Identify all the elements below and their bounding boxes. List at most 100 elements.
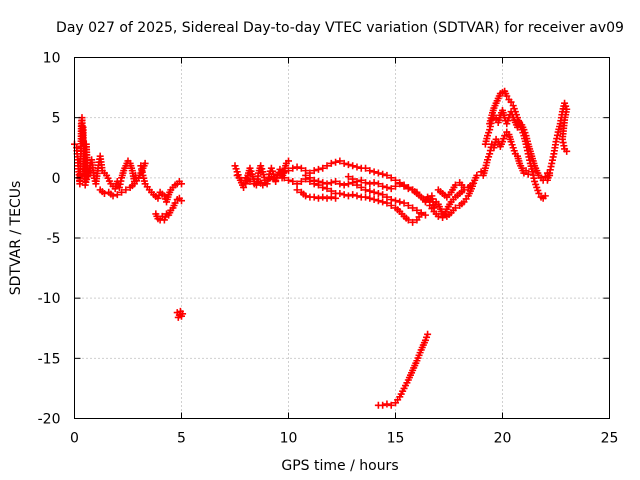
- data-point: [340, 159, 348, 167]
- data-point: [387, 185, 395, 193]
- data-point: [379, 198, 387, 206]
- x-tick-label: 20: [494, 431, 512, 447]
- data-point: [535, 189, 543, 197]
- data-point: [344, 192, 352, 200]
- data-point: [332, 158, 340, 166]
- data-point: [400, 182, 408, 190]
- y-tick-label: -15: [38, 351, 61, 367]
- data-point: [293, 180, 301, 188]
- series-sat-c: [96, 159, 149, 200]
- data-point: [503, 92, 511, 100]
- data-point: [383, 199, 391, 207]
- series-sat-a: [71, 114, 92, 188]
- data-point: [413, 188, 421, 196]
- data-point: [366, 167, 374, 175]
- data-point: [522, 167, 530, 175]
- data-point: [490, 111, 498, 119]
- data-point: [285, 176, 292, 184]
- data-point: [357, 176, 365, 184]
- data-point: [387, 401, 395, 409]
- data-point: [473, 171, 481, 179]
- data-point: [524, 170, 532, 178]
- data-point: [396, 180, 404, 188]
- grid: [74, 57, 610, 419]
- y-tick-label: 10: [43, 51, 61, 67]
- data-point: [362, 179, 370, 187]
- series-sat-i: [276, 157, 344, 179]
- data-point: [327, 187, 335, 195]
- data-point: [141, 159, 149, 167]
- data-point: [379, 170, 387, 178]
- series-sat-f: [173, 307, 187, 321]
- data-point: [370, 188, 378, 196]
- data-point: [323, 162, 331, 170]
- y-tick-label: 0: [52, 171, 61, 187]
- series-sat-v: [543, 99, 571, 184]
- data-point: [344, 161, 352, 169]
- series-sat-o: [374, 330, 432, 409]
- data-point: [246, 177, 254, 185]
- data-point: [374, 169, 382, 177]
- data-point: [289, 177, 297, 185]
- data-point: [297, 177, 305, 185]
- data-point: [332, 177, 340, 185]
- data-point: [310, 176, 318, 184]
- data-point: [178, 180, 185, 188]
- data-point: [387, 174, 395, 182]
- data-point: [451, 204, 459, 212]
- data-point: [424, 330, 432, 338]
- data-point: [392, 176, 399, 184]
- data-point: [319, 164, 327, 172]
- axis-ticks: [74, 57, 610, 419]
- data-point: [374, 197, 382, 205]
- data-point: [370, 195, 378, 203]
- data-point: [109, 192, 117, 200]
- data-point: [237, 176, 245, 184]
- series-sat-h: [233, 171, 280, 189]
- data-point: [310, 193, 318, 201]
- data-point: [374, 180, 382, 188]
- data-point: [541, 192, 549, 200]
- y-tick-label: -20: [38, 412, 61, 428]
- data-point: [392, 182, 399, 190]
- data-point: [362, 164, 370, 172]
- data-point: [344, 173, 352, 181]
- data-point: [179, 310, 187, 318]
- series-sat-k: [293, 186, 340, 202]
- y-tick-label: -5: [47, 231, 61, 247]
- data-point: [336, 189, 344, 197]
- series-sat-q: [426, 180, 477, 222]
- data-point: [310, 167, 318, 175]
- data-point: [379, 401, 387, 409]
- data-point: [113, 191, 121, 199]
- data-point: [501, 132, 509, 140]
- data-point: [293, 186, 301, 194]
- data-point: [404, 185, 412, 193]
- series-sat-b: [81, 152, 139, 193]
- data-point: [404, 216, 412, 224]
- data-point: [171, 199, 179, 207]
- data-point: [357, 183, 365, 191]
- data-point: [100, 189, 108, 197]
- data-point: [417, 209, 425, 217]
- data-point: [336, 157, 344, 165]
- data-point: [366, 180, 374, 188]
- x-tick-label: 25: [601, 431, 619, 447]
- data-point: [383, 400, 391, 408]
- x-tick-label: 0: [70, 431, 79, 447]
- data-point: [250, 180, 258, 188]
- data-point: [289, 164, 297, 172]
- data-point: [507, 98, 515, 106]
- data-point: [362, 186, 370, 194]
- data-point: [280, 174, 288, 182]
- data-point: [323, 194, 331, 202]
- data-point: [421, 211, 429, 219]
- y-tick-label: -10: [38, 291, 61, 307]
- data-point: [349, 162, 357, 170]
- data-point: [178, 197, 185, 205]
- data-point: [353, 192, 361, 200]
- data-point: [319, 193, 327, 201]
- data-point: [314, 177, 322, 185]
- x-tick-label: 5: [177, 431, 186, 447]
